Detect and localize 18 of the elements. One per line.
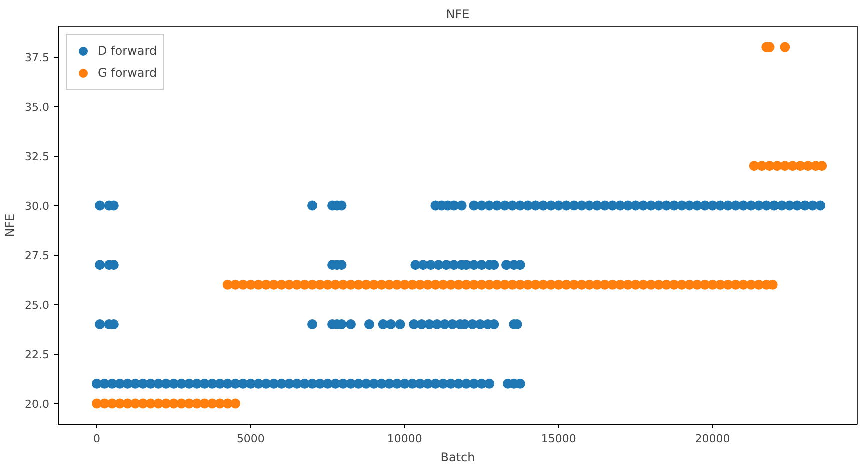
x-tick-label: 5000 (236, 432, 265, 446)
y-axis-title: NFE (3, 214, 18, 238)
y-tick-label: 22.5 (25, 348, 50, 362)
y-tick-label: 32.5 (25, 150, 50, 164)
x-tick-label: 20000 (695, 432, 730, 446)
y-tick-label: 30.0 (25, 200, 50, 214)
x-tick-label: 10000 (387, 432, 422, 446)
x-tick-label: 15000 (541, 432, 576, 446)
y-tick-label: 35.0 (25, 101, 50, 114)
y-tick-label: 37.5 (25, 52, 50, 65)
y-tick-label: 27.5 (25, 250, 50, 263)
legend-label: D forward (98, 44, 158, 58)
x-tick-label: 0 (93, 432, 100, 446)
y-tick-label: 20.0 (25, 398, 50, 412)
legend-label: G forward (98, 66, 158, 80)
chart-title: NFE (446, 8, 470, 22)
x-axis-title: Batch (440, 450, 476, 464)
y-tick-label: 25.0 (25, 299, 50, 312)
